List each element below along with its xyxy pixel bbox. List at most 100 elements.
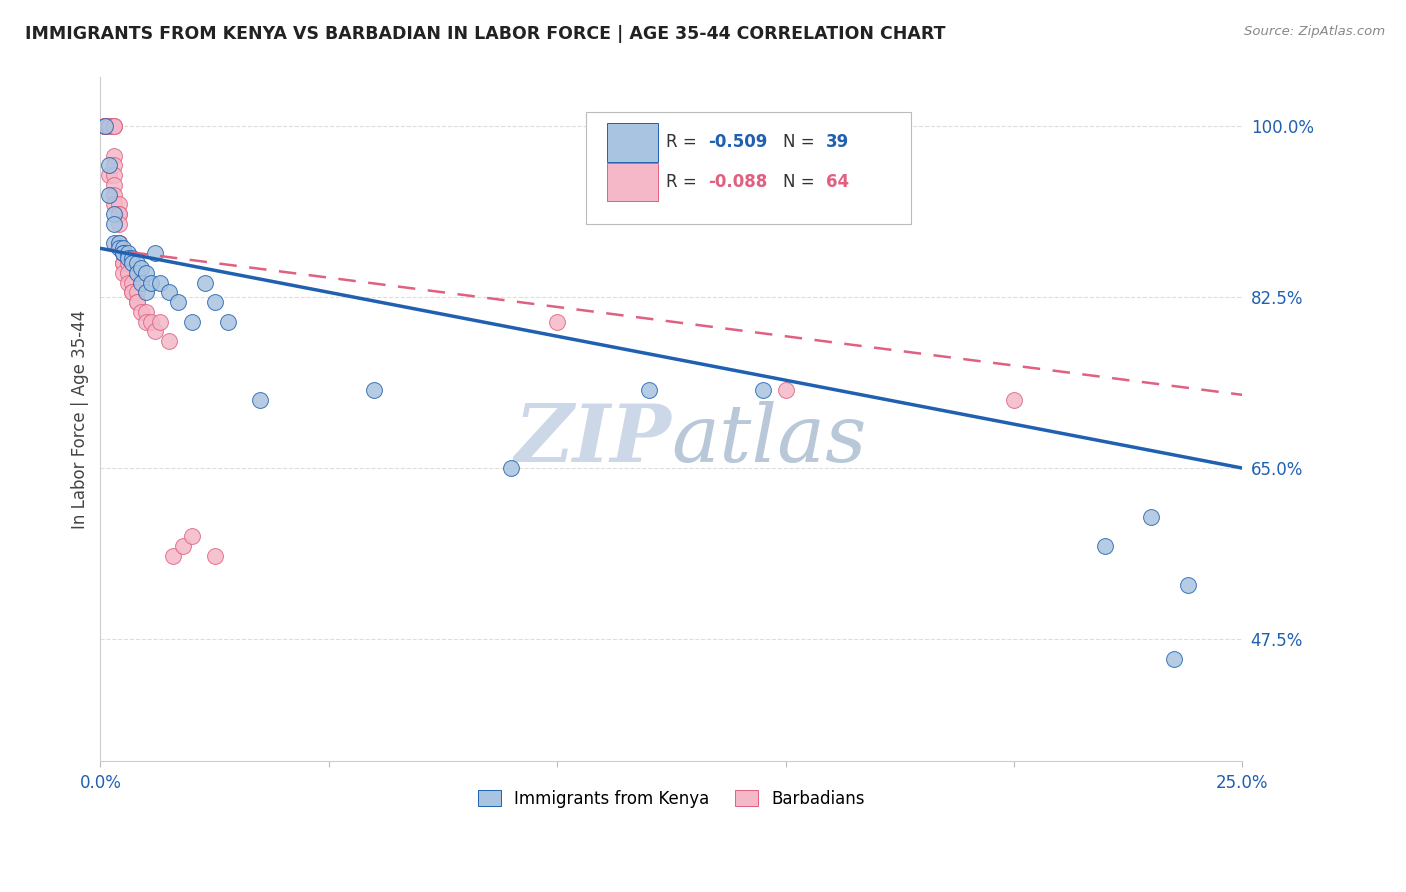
Text: IMMIGRANTS FROM KENYA VS BARBADIAN IN LABOR FORCE | AGE 35-44 CORRELATION CHART: IMMIGRANTS FROM KENYA VS BARBADIAN IN LA… <box>25 25 946 43</box>
Point <box>1163 651 1185 665</box>
Y-axis label: In Labor Force | Age 35-44: In Labor Force | Age 35-44 <box>72 310 89 529</box>
Point <box>180 529 202 543</box>
Point <box>103 120 125 134</box>
Point <box>139 276 162 290</box>
Point <box>112 256 135 270</box>
Point <box>107 197 129 211</box>
Point <box>94 120 117 134</box>
Point <box>131 305 153 319</box>
Point <box>149 276 172 290</box>
Point <box>1002 392 1025 407</box>
Point <box>149 315 172 329</box>
Point <box>98 120 121 134</box>
Point <box>117 251 139 265</box>
Point <box>98 158 121 172</box>
Point <box>107 217 129 231</box>
Point <box>103 158 125 172</box>
Point <box>131 276 153 290</box>
Point <box>103 168 125 182</box>
Point <box>249 392 271 407</box>
Point <box>107 207 129 221</box>
Point <box>194 276 217 290</box>
Point <box>117 256 139 270</box>
Point <box>94 120 117 134</box>
Point <box>139 315 162 329</box>
Point <box>117 246 139 260</box>
Point <box>1177 578 1199 592</box>
Point <box>98 120 121 134</box>
Point <box>546 315 568 329</box>
Point <box>121 251 143 265</box>
Point <box>121 256 143 270</box>
Point <box>103 120 125 134</box>
Point <box>103 178 125 192</box>
Point <box>172 539 194 553</box>
Point <box>98 120 121 134</box>
Point <box>121 285 143 300</box>
Point <box>94 120 117 134</box>
Point <box>121 276 143 290</box>
FancyBboxPatch shape <box>607 123 658 161</box>
Point <box>103 217 125 231</box>
Point <box>94 120 117 134</box>
Point <box>157 334 180 348</box>
Point <box>135 305 157 319</box>
Text: -0.509: -0.509 <box>707 134 768 152</box>
Point <box>157 285 180 300</box>
Point <box>107 236 129 251</box>
Point <box>98 120 121 134</box>
Text: ZIP: ZIP <box>515 401 671 478</box>
Point <box>98 168 121 182</box>
Point <box>135 315 157 329</box>
Point <box>143 324 166 338</box>
Point <box>204 295 226 310</box>
FancyBboxPatch shape <box>586 112 911 225</box>
Point <box>112 246 135 260</box>
Text: R =: R = <box>665 134 702 152</box>
Point <box>98 120 121 134</box>
Point <box>135 285 157 300</box>
Point <box>103 148 125 162</box>
Point <box>103 120 125 134</box>
Point <box>107 207 129 221</box>
Text: -0.088: -0.088 <box>707 173 768 191</box>
Point <box>107 236 129 251</box>
Point <box>94 120 117 134</box>
Point <box>98 120 121 134</box>
Point <box>180 315 202 329</box>
Point <box>125 295 148 310</box>
Text: N =: N = <box>783 134 820 152</box>
Point <box>117 276 139 290</box>
Point <box>107 236 129 251</box>
Point <box>751 383 773 397</box>
Point <box>94 120 117 134</box>
Text: R =: R = <box>665 173 702 191</box>
Point <box>94 120 117 134</box>
Point <box>1140 510 1163 524</box>
Text: N =: N = <box>783 173 820 191</box>
Point <box>143 246 166 260</box>
Point <box>1094 539 1116 553</box>
Point <box>112 246 135 260</box>
Point <box>204 549 226 563</box>
Point <box>112 246 135 260</box>
Point <box>94 120 117 134</box>
Point <box>98 187 121 202</box>
Text: atlas: atlas <box>671 401 866 478</box>
Point <box>637 383 659 397</box>
Point <box>103 187 125 202</box>
Point <box>112 241 135 255</box>
Point <box>94 120 117 134</box>
Point <box>94 120 117 134</box>
Point <box>94 120 117 134</box>
Point <box>135 266 157 280</box>
Legend: Immigrants from Kenya, Barbadians: Immigrants from Kenya, Barbadians <box>471 783 872 814</box>
Point <box>217 315 239 329</box>
Point <box>363 383 385 397</box>
Text: 39: 39 <box>825 134 849 152</box>
Point <box>775 383 797 397</box>
Point <box>98 120 121 134</box>
Point <box>125 285 148 300</box>
Text: 64: 64 <box>825 173 849 191</box>
Point <box>98 120 121 134</box>
